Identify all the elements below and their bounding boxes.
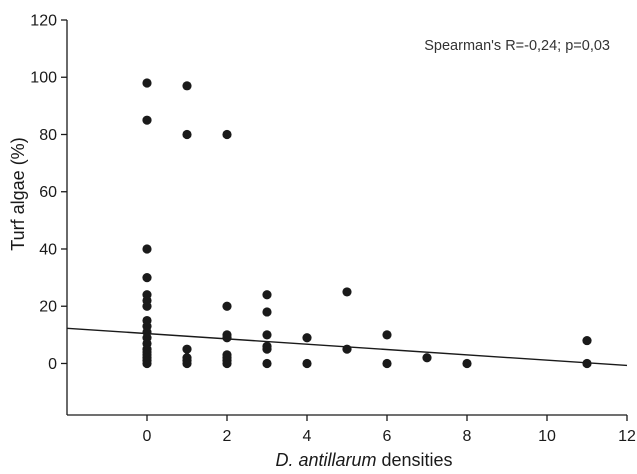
data-point bbox=[142, 78, 152, 88]
data-point bbox=[182, 129, 192, 140]
x-axis-title-rest: densities bbox=[376, 450, 452, 470]
y-tick-label: 80 bbox=[39, 127, 57, 144]
data-point bbox=[582, 335, 592, 346]
data-point bbox=[142, 273, 152, 283]
data-point bbox=[342, 344, 352, 354]
data-point bbox=[302, 333, 312, 343]
y-tick-label: 20 bbox=[39, 299, 57, 316]
data-point bbox=[302, 358, 312, 369]
data-point bbox=[422, 353, 432, 363]
axes: 0 20 40 60 80 100 120 0 2 4 6 8 10 12 bbox=[30, 13, 636, 446]
y-tick-label: 40 bbox=[39, 241, 57, 258]
spearman-annotation: Spearman's R=-0,24; p=0,03 bbox=[424, 38, 610, 54]
y-tick-label: 60 bbox=[39, 184, 57, 201]
data-point bbox=[262, 358, 272, 369]
data-point bbox=[142, 301, 152, 311]
plot-area bbox=[66, 78, 628, 369]
x-tick-label: 10 bbox=[538, 428, 556, 445]
data-point bbox=[182, 358, 192, 369]
data-point bbox=[222, 301, 232, 311]
data-point bbox=[382, 330, 392, 340]
data-point bbox=[342, 287, 352, 297]
data-point bbox=[582, 358, 592, 369]
x-axis-title: D. antillarum densities bbox=[275, 450, 452, 470]
y-tick-label: 120 bbox=[30, 13, 57, 30]
data-point bbox=[382, 358, 392, 369]
data-point bbox=[262, 307, 272, 317]
x-tick-label: 6 bbox=[383, 428, 392, 445]
x-axis-title-species: D. antillarum bbox=[275, 450, 376, 470]
data-point bbox=[222, 333, 232, 343]
data-point bbox=[262, 290, 272, 300]
y-tick-label: 100 bbox=[30, 70, 57, 87]
data-point bbox=[222, 129, 232, 140]
data-point bbox=[262, 330, 272, 340]
x-tick-label: 4 bbox=[303, 428, 312, 445]
data-point bbox=[182, 81, 192, 91]
data-point bbox=[182, 344, 192, 354]
data-point bbox=[462, 358, 472, 369]
data-point bbox=[222, 358, 232, 369]
x-tick-label: 2 bbox=[223, 428, 232, 445]
y-tick-label: 0 bbox=[48, 356, 57, 373]
y-axis-title: Turf algae (%) bbox=[8, 137, 28, 250]
x-tick-label: 0 bbox=[143, 428, 152, 445]
data-point bbox=[262, 344, 272, 354]
x-tick-label: 12 bbox=[618, 428, 636, 445]
x-tick-label: 8 bbox=[463, 428, 472, 445]
data-point bbox=[142, 115, 152, 125]
data-point bbox=[142, 358, 152, 369]
data-point bbox=[142, 244, 152, 254]
